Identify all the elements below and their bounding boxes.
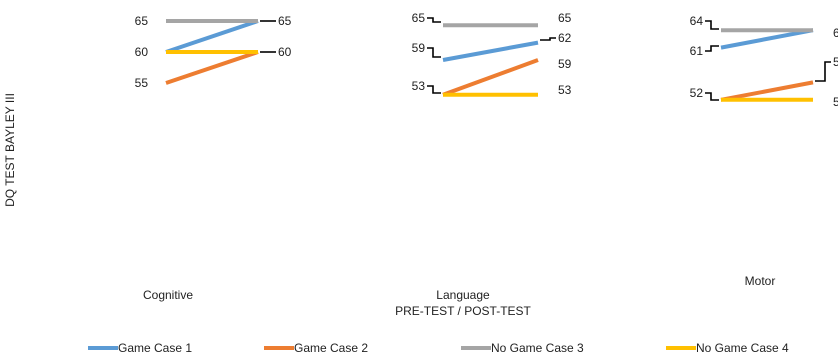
leader-line bbox=[705, 20, 719, 30]
series-1-line-language bbox=[442, 40, 539, 62]
legend-label-3: No Game Case 3 bbox=[491, 341, 584, 355]
plot-area: 65 60 55 65 60 65 59 53 65 62 59 53 64 61 52 64 55 52 bbox=[135, 11, 838, 109]
data-label-language-post-62: 62 bbox=[558, 31, 572, 45]
series-1-line-cognitive bbox=[165, 19, 259, 54]
data-label-motor-pre-52: 52 bbox=[690, 86, 704, 100]
data-label-motor-post-64: 64 bbox=[833, 26, 838, 40]
leader-line bbox=[815, 61, 831, 82]
data-label-cognitive-pre-60: 60 bbox=[135, 45, 149, 59]
data-label-language-pre-53: 53 bbox=[412, 79, 426, 93]
data-label-cognitive-post-65: 65 bbox=[278, 14, 292, 28]
legend-label-4: No Game Case 4 bbox=[696, 341, 789, 355]
legend: Game Case 1 Game Case 2 No Game Case 3 No G… bbox=[88, 341, 789, 355]
data-label-language-post-59: 59 bbox=[558, 57, 572, 71]
leader-line bbox=[540, 37, 556, 41]
x-axis-title: PRE-TEST / POST-TEST bbox=[395, 304, 531, 318]
data-label-motor-post-55: 55 bbox=[833, 55, 838, 69]
legend-label-1: Game Case 1 bbox=[118, 341, 192, 355]
legend-label-2: Game Case 2 bbox=[294, 341, 368, 355]
leader-line bbox=[705, 92, 719, 101]
leader-line bbox=[427, 17, 441, 23]
series-1-line-motor bbox=[720, 28, 814, 50]
data-label-language-pre-65: 65 bbox=[412, 11, 426, 25]
category-label-cognitive: Cognitive bbox=[143, 288, 193, 302]
leader-line bbox=[705, 45, 719, 52]
category-label-motor: Motor bbox=[745, 274, 776, 288]
data-label-cognitive-pre-55: 55 bbox=[135, 76, 149, 90]
data-label-cognitive-pre-65: 65 bbox=[135, 14, 149, 28]
data-label-motor-pre-61: 61 bbox=[690, 44, 704, 58]
data-label-language-pre-59: 59 bbox=[412, 41, 426, 55]
category-label-language: Language bbox=[436, 288, 490, 302]
series-2-line-language bbox=[442, 58, 539, 97]
data-label-language-post-53: 53 bbox=[558, 83, 572, 97]
leader-line bbox=[427, 47, 441, 58]
series-2-line-cognitive bbox=[165, 50, 259, 85]
data-label-cognitive-post-60: 60 bbox=[278, 45, 292, 59]
series-2-line-motor bbox=[720, 80, 814, 102]
leader-line bbox=[427, 85, 441, 94]
data-label-motor-post-52: 52 bbox=[833, 95, 838, 109]
y-axis-title: DQ TEST BAYLEY III bbox=[3, 93, 17, 207]
data-label-language-post-65: 65 bbox=[558, 11, 572, 25]
data-label-motor-pre-64: 64 bbox=[690, 14, 704, 28]
